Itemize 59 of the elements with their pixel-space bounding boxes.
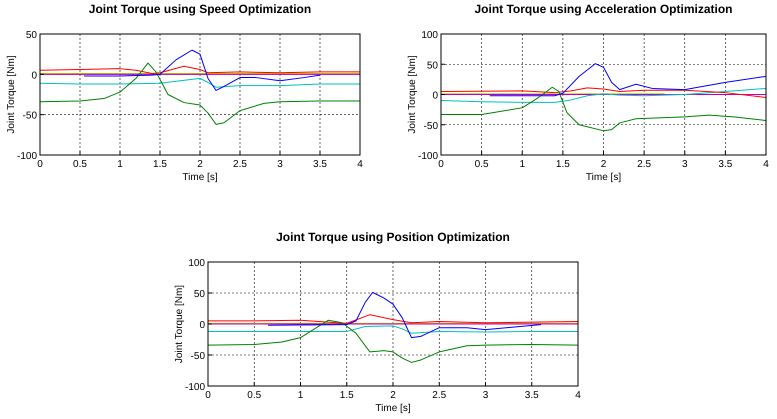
x-tick-label: 3.5 (718, 159, 733, 170)
x-tick-label: 1 (117, 159, 124, 170)
y-tick-label: 0 (432, 90, 438, 102)
x-tick-label: 1 (519, 159, 526, 170)
y-axis-title: Joint Torque [Nm] (6, 55, 17, 134)
x-axis-title: Time [s] (586, 172, 622, 183)
y-tick-label: -50 (22, 110, 38, 122)
y-tick-label: 0 (199, 320, 206, 331)
x-tick-label: 2 (197, 159, 204, 170)
x-tick-label: 1.5 (153, 159, 168, 170)
y-tick-label: -50 (190, 351, 206, 362)
x-tick-label: 0.5 (247, 390, 262, 401)
y-tick-label: 50 (26, 30, 38, 41)
x-tick-label: 2 (390, 390, 396, 401)
x-tick-label: 2.5 (233, 159, 248, 170)
chart-title: Joint Torque using Speed Optimization (88, 2, 312, 16)
y-tick-label: 50 (426, 60, 438, 72)
line-series (40, 78, 360, 88)
y-axis-title: Joint Torque [Nm] (174, 284, 185, 364)
line-series (440, 86, 766, 132)
line-series (84, 50, 320, 91)
line-series (440, 88, 766, 103)
y-tick-label: -50 (424, 120, 438, 132)
line-series (40, 66, 360, 74)
y-tick-label: 0 (31, 70, 38, 82)
y-tick-label: 100 (421, 30, 438, 41)
x-tick-label: 3 (682, 159, 688, 170)
x-tick-label: 0.5 (73, 159, 88, 170)
x-tick-label: 2.5 (432, 390, 447, 401)
y-tick-label: 100 (188, 258, 206, 269)
x-tick-label: 4 (575, 390, 582, 401)
line-series (40, 62, 360, 125)
x-tick-label: 4 (763, 159, 770, 170)
x-tick-label: 1 (298, 390, 304, 401)
line-series (440, 87, 766, 98)
x-tick-label: 0.5 (474, 159, 490, 170)
x-tick-label: 3 (482, 390, 489, 401)
x-tick-label: 4 (357, 159, 364, 170)
chart-title: Joint Torque using Acceleration Optimization (474, 2, 733, 16)
x-tick-label: 1.5 (340, 390, 354, 401)
y-tick-label: 50 (194, 289, 206, 300)
chart-title: Joint Torque using Position Optimization (276, 230, 510, 244)
line-series (489, 63, 766, 96)
x-tick-label: 2 (600, 159, 607, 170)
y-axis-title: Joint Torque [Nm] (407, 55, 418, 134)
y-tick-label: -100 (418, 151, 438, 162)
line-series (208, 325, 578, 334)
x-axis-title: Time [s] (375, 403, 411, 414)
line-series (208, 320, 578, 363)
x-tick-label: 2.5 (637, 159, 652, 170)
line-series (268, 292, 542, 338)
x-tick-label: 3.5 (313, 159, 328, 170)
x-tick-label: 1.5 (556, 159, 570, 170)
x-tick-label: 3.5 (524, 390, 540, 401)
y-tick-label: -100 (184, 382, 206, 393)
x-tick-label: 3 (277, 159, 284, 170)
y-tick-label: -100 (16, 151, 38, 162)
line-series (208, 314, 578, 324)
x-axis-title: Time [s] (182, 172, 218, 183)
